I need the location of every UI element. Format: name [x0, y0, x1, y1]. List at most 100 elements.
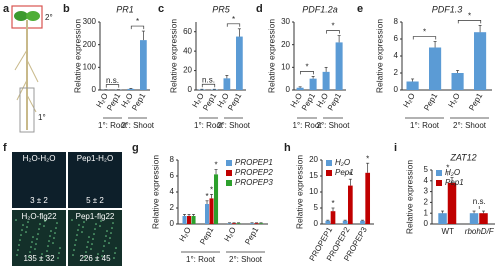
bracket	[412, 36, 437, 40]
y-tick-label: 10	[281, 62, 290, 71]
y-tick-label: 0	[188, 85, 193, 94]
bar	[232, 223, 237, 224]
speckle	[26, 226, 28, 228]
legend-label: PROPEP3	[235, 178, 273, 187]
speckle	[109, 237, 111, 239]
y-tick-label: 20	[183, 66, 192, 75]
speckle	[20, 234, 22, 236]
speckle	[16, 254, 18, 256]
speckle	[38, 228, 40, 230]
x-tick-label: Pep1	[326, 91, 343, 112]
speckle	[39, 223, 41, 225]
legend-swatch	[226, 170, 232, 176]
significance: *	[210, 186, 213, 195]
y-tick-label: 0	[424, 219, 429, 228]
speckle	[72, 254, 74, 256]
speckle	[56, 222, 58, 224]
speckle	[95, 223, 97, 225]
bar	[451, 73, 464, 90]
y-axis-label: Relative expression	[374, 19, 384, 93]
annotation: n.s.	[473, 197, 486, 206]
x-tick-label: Pep1	[422, 91, 439, 112]
annotation: *	[305, 63, 308, 72]
image-title: H₂O-H₂O	[23, 154, 56, 163]
bar	[140, 40, 147, 90]
speckle	[30, 246, 32, 248]
bar	[236, 223, 241, 224]
image-title: Pep1-H₂O	[77, 154, 113, 163]
x-tick-label: Pep1	[198, 225, 215, 246]
root-label: 1°	[38, 113, 46, 122]
speckle	[91, 243, 93, 245]
bar	[259, 223, 264, 224]
y-tick-label: 0	[92, 85, 97, 94]
annotation: *	[446, 164, 449, 173]
image-count: 226 ± 45	[79, 254, 111, 263]
group-label: 1°: Root	[98, 121, 128, 130]
x-tick-label: H₂O	[177, 226, 192, 244]
bracket	[457, 20, 482, 24]
micrograph	[12, 210, 66, 266]
speckle	[93, 233, 95, 235]
y-axis-label: Relative expression	[72, 19, 82, 93]
annotation: n.s.	[106, 76, 119, 85]
legend-swatch	[436, 170, 442, 176]
speckle	[94, 228, 96, 230]
speckle	[27, 221, 29, 223]
speckle	[19, 239, 21, 241]
bar	[479, 213, 488, 224]
y-axis-label: Relative expression	[266, 19, 276, 93]
speckle	[75, 239, 77, 241]
speckle	[105, 235, 107, 237]
speckle	[88, 236, 90, 238]
speckle	[31, 241, 33, 243]
panel-letter: d	[256, 3, 263, 15]
shoot-label: 2°	[45, 13, 53, 22]
legend-label: H₂O	[445, 168, 460, 177]
y-tick-label: 8	[170, 155, 175, 164]
image-count: 5 ± 2	[86, 196, 104, 205]
y-tick-label: 300	[83, 17, 97, 26]
x-tick-label: Pep1	[300, 91, 317, 112]
significance: *	[331, 199, 334, 208]
speckle	[47, 245, 49, 247]
panel-letter: b	[63, 3, 70, 15]
x-tick-label: Pep1	[467, 91, 484, 112]
annotation: *	[423, 28, 426, 37]
y-tick-label: 4	[394, 51, 399, 60]
bar	[209, 198, 214, 224]
speckle	[114, 252, 116, 254]
x-tick-label: Pep1	[226, 91, 243, 112]
x-tick-label: Pep1	[243, 225, 260, 246]
x-tick-label: Pep1	[201, 91, 218, 112]
chart-title: PR1	[116, 4, 134, 14]
speckle	[103, 245, 105, 247]
x-tick-label: WT	[442, 227, 455, 236]
bar	[254, 223, 259, 224]
speckle	[87, 241, 89, 243]
speckle	[108, 242, 110, 244]
chart-title: PDF1.3	[432, 4, 463, 14]
panel-letter: c	[158, 3, 164, 15]
legend-label: PROPEP1	[235, 158, 273, 167]
bar	[330, 211, 336, 224]
y-tick-label: 10	[309, 187, 318, 196]
speckle	[43, 225, 45, 227]
bracket	[300, 71, 314, 75]
speckle	[85, 251, 87, 253]
speckle	[36, 238, 38, 240]
bracket	[326, 30, 340, 34]
bar	[227, 223, 232, 224]
y-tick-label: 5	[314, 203, 319, 212]
annotation: *	[331, 22, 334, 31]
bar	[438, 213, 447, 224]
speckle	[55, 227, 57, 229]
legend-swatch	[326, 160, 332, 166]
significance: *	[205, 192, 208, 201]
bar	[335, 42, 343, 90]
group-label: 2°: Shoot	[317, 121, 351, 130]
bracket	[201, 83, 216, 88]
annotation: *	[136, 17, 139, 26]
bar	[205, 204, 210, 224]
